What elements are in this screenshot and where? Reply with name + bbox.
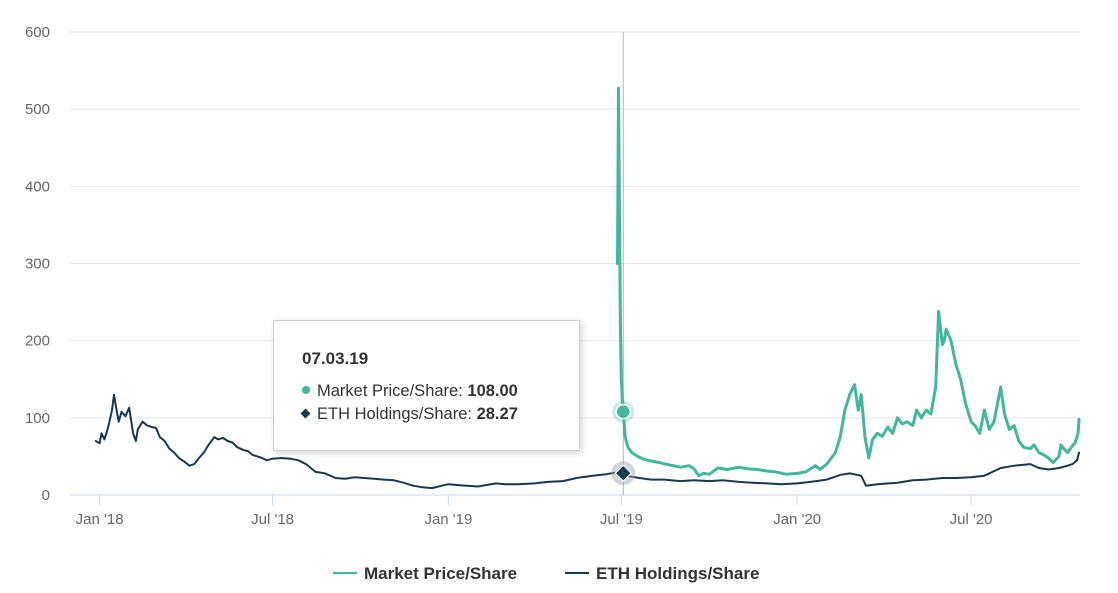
- x-tick-label: Jul '20: [950, 511, 993, 528]
- legend: Market Price/Share ETH Holdings/Share: [333, 564, 759, 583]
- x-axis: Jan '18 Jul '18 Jan '19 Jul '19 Jan '20 Jul '…: [76, 495, 993, 528]
- tooltip-value-market: 108.00: [467, 382, 518, 400]
- x-tick-label: Jul '19: [600, 511, 643, 528]
- tooltip-label-market: Market Price/Share:: [317, 382, 468, 400]
- series-line-market[interactable]: [616, 86, 1081, 478]
- diamond-icon: [300, 408, 311, 419]
- y-tick-label: 400: [25, 178, 50, 195]
- x-tick-label: Jul '18: [251, 511, 294, 528]
- legend-label-eth[interactable]: ETH Holdings/Share: [596, 564, 759, 583]
- tooltip-date: 07.03.19: [302, 349, 369, 368]
- x-tick-label: Jan '20: [773, 511, 821, 528]
- y-tick-label: 300: [25, 256, 50, 273]
- y-tick-label: 100: [25, 410, 50, 427]
- y-axis: 0 100 200 300 400 500 600: [25, 24, 50, 504]
- tooltip-value-eth: 28.27: [476, 405, 518, 423]
- x-tick-label: Jan '19: [424, 511, 472, 528]
- legend-label-market[interactable]: Market Price/Share: [364, 564, 517, 583]
- legend-item-market[interactable]: Market Price/Share: [333, 564, 517, 583]
- circle-icon: [302, 386, 310, 394]
- hover-point-eth: [614, 464, 633, 483]
- tooltip: 07.03.19 Market Price/Share: 108.00 ETH …: [273, 320, 580, 451]
- series: [94, 86, 1081, 490]
- y-tick-label: 0: [42, 487, 50, 504]
- tooltip-row-eth: ETH Holdings/Share: 28.27: [300, 405, 518, 424]
- tooltip-label-eth: ETH Holdings/Share:: [317, 405, 477, 423]
- y-tick-label: 200: [25, 333, 50, 350]
- series-line-eth[interactable]: [94, 393, 1080, 490]
- hover-point-market: [615, 403, 632, 420]
- hover-markers: [611, 400, 636, 486]
- y-tick-label: 500: [25, 101, 50, 118]
- y-tick-label: 600: [25, 24, 50, 41]
- tooltip-row-market: Market Price/Share: 108.00: [302, 382, 518, 401]
- x-tick-label: Jan '18: [76, 511, 124, 528]
- legend-item-eth[interactable]: ETH Holdings/Share: [565, 564, 759, 583]
